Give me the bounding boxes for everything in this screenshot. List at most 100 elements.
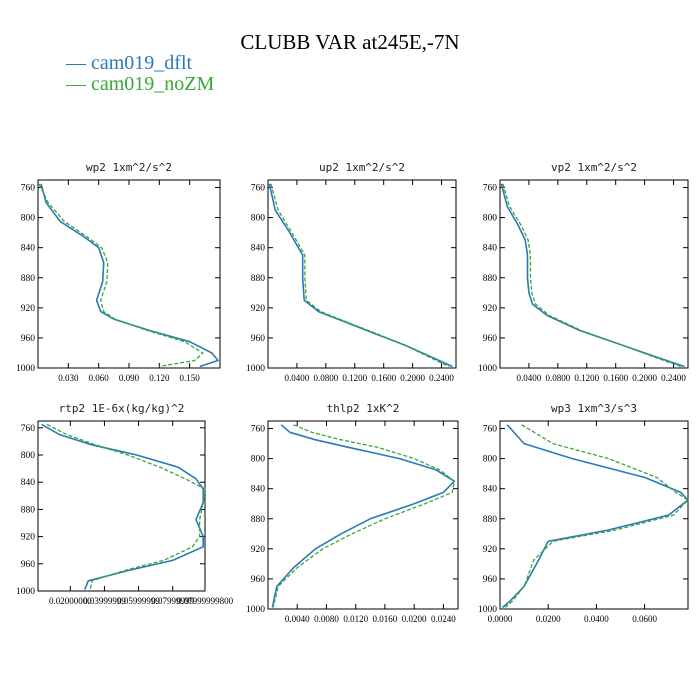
plot-frame [37, 179, 221, 369]
x-tick-label: 0.2400 [661, 373, 686, 383]
series-line-cam019_dflt [40, 183, 219, 368]
y-tick-label: 760 [483, 184, 498, 194]
panel-title: wp3 1xm^3/s^3 [551, 402, 637, 415]
series-line-cam019_noZM [46, 423, 206, 590]
y-tick-label: 960 [483, 575, 498, 585]
y-tick-label: 1000 [246, 364, 265, 374]
y-tick-label: 1000 [478, 364, 497, 374]
x-tick-label: 0.07999999800 [177, 596, 234, 606]
y-tick-label: 960 [21, 560, 36, 570]
y-tick-label: 760 [21, 184, 36, 194]
y-tick-label: 760 [21, 424, 36, 434]
x-tick-label: 0.0160 [373, 614, 398, 624]
y-tick-label: 800 [21, 451, 36, 461]
y-tick-label: 800 [483, 214, 498, 224]
x-tick-label: 0.1600 [603, 373, 628, 383]
y-tick-label: 800 [251, 214, 266, 224]
panel-title: up2 1xm^2/s^2 [319, 161, 405, 174]
panel-6: wp3 1xm^3/s^3 760 800 840 880 920 960 10000.000… [478, 402, 689, 624]
x-tick-label: 0.2000 [632, 373, 657, 383]
x-tick-label: 0.0120 [343, 614, 368, 624]
y-tick-label: 920 [21, 304, 36, 314]
y-tick-label: 960 [251, 334, 266, 344]
x-tick-label: 0.0040 [285, 614, 310, 624]
x-tick-label: 0.120 [149, 373, 170, 383]
y-tick-label: 920 [251, 304, 266, 314]
y-tick-label: 920 [483, 304, 498, 314]
x-tick-label: 0.060 [89, 373, 110, 383]
legend-entry-dflt: — cam019_dflt [66, 52, 193, 74]
x-tick-label: 0.0800 [545, 373, 570, 383]
x-tick-label: 0.02000000 [49, 596, 92, 606]
x-tick-label: 0.0200 [536, 614, 561, 624]
y-tick-label: 760 [251, 425, 266, 435]
y-tick-label: 1000 [246, 605, 265, 615]
y-tick-label: 760 [483, 425, 498, 435]
series-line-cam019_dflt [500, 183, 685, 368]
panel-title: vp2 1xm^2/s^2 [551, 161, 637, 174]
y-tick-label: 840 [251, 244, 266, 254]
y-tick-label: 800 [251, 455, 266, 465]
x-tick-label: 0.0080 [314, 614, 339, 624]
y-tick-label: 840 [21, 244, 36, 254]
figure-title: CLUBB VAR at245E,-7N [240, 30, 460, 54]
y-tick-label: 760 [251, 184, 266, 194]
y-tick-label: 1000 [16, 587, 35, 597]
y-tick-label: 800 [21, 214, 36, 224]
series-line-cam019_noZM [504, 424, 689, 609]
series-line-cam019_dflt [268, 183, 453, 368]
y-tick-label: 880 [21, 274, 36, 284]
y-tick-label: 1000 [16, 364, 35, 374]
y-tick-label: 880 [251, 515, 266, 525]
x-tick-label: 0.030 [58, 373, 79, 383]
x-tick-label: 0.150 [180, 373, 201, 383]
y-tick-label: 880 [21, 505, 36, 515]
series-line-cam019_noZM [270, 183, 450, 368]
series-line-cam019_dflt [41, 423, 204, 590]
y-tick-label: 880 [483, 515, 498, 525]
x-tick-label: 0.0600 [632, 614, 657, 624]
y-tick-label: 880 [483, 274, 498, 284]
x-tick-label: 0.1200 [574, 373, 599, 383]
y-tick-label: 960 [483, 334, 498, 344]
y-tick-label: 1000 [478, 605, 497, 615]
y-tick-label: 920 [251, 545, 266, 555]
x-tick-label: 0.1200 [342, 373, 367, 383]
legend-entry-nozm: — cam019_noZM [66, 73, 215, 95]
panel-title: thlp2 1xK^2 [327, 402, 400, 415]
plot-frame [37, 420, 206, 592]
panel-1: wp2 1xm^2/s^2 760 800 840 880 920 960 1000 0.030… [16, 161, 221, 383]
plot-frame [499, 179, 689, 369]
series-line-cam019_noZM [38, 183, 204, 368]
x-tick-label: 0.2400 [429, 373, 454, 383]
x-tick-label: 0.090 [119, 373, 140, 383]
x-tick-label: 0.03999999 [83, 596, 126, 606]
x-tick-label: 0.0240 [431, 614, 456, 624]
x-tick-label: 0.0200 [402, 614, 427, 624]
plot-frame [267, 179, 457, 369]
y-tick-label: 800 [483, 455, 498, 465]
y-tick-label: 920 [21, 533, 36, 543]
x-tick-label: 0.07999999 [151, 596, 194, 606]
panel-2: up2 1xm^2/s^2 760 800 840 880 920 960 1000 0.040… [246, 161, 457, 383]
panel-title: rtp2 1E-6x(kg/kg)^2 [59, 402, 185, 415]
y-tick-label: 880 [251, 274, 266, 284]
x-tick-label: 0.0400 [584, 614, 609, 624]
panel-3: vp2 1xm^2/s^2 760 800 840 880 920 960 1000 0.040… [478, 161, 689, 383]
x-tick-label: 0.0400 [285, 373, 310, 383]
x-tick-label: 0.0400 [517, 373, 542, 383]
x-tick-label: 0.1600 [371, 373, 396, 383]
x-tick-label: 0.2000 [400, 373, 425, 383]
y-tick-label: 960 [251, 575, 266, 585]
plot-frame [499, 420, 689, 610]
y-tick-label: 840 [483, 485, 498, 495]
panel-4: rtp2 1E-6x(kg/kg)^2 760 800 840 880 920 960 100… [16, 402, 234, 606]
y-tick-label: 840 [251, 485, 266, 495]
series-line-cam019_noZM [502, 183, 682, 368]
panel-5: thlp2 1xK^2 760 800 840 880 920 960 1000 0.0040 0… [246, 402, 459, 624]
x-tick-label: 0.0800 [313, 373, 338, 383]
plot-frame [267, 420, 459, 610]
panel-title: wp2 1xm^2/s^2 [86, 161, 172, 174]
